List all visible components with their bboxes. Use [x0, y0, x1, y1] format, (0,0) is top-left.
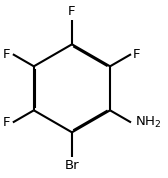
- Text: F: F: [3, 48, 11, 61]
- Text: NH$_2$: NH$_2$: [135, 115, 161, 130]
- Text: F: F: [68, 5, 76, 18]
- Text: F: F: [3, 116, 11, 129]
- Text: Br: Br: [65, 159, 79, 172]
- Text: F: F: [133, 48, 141, 61]
